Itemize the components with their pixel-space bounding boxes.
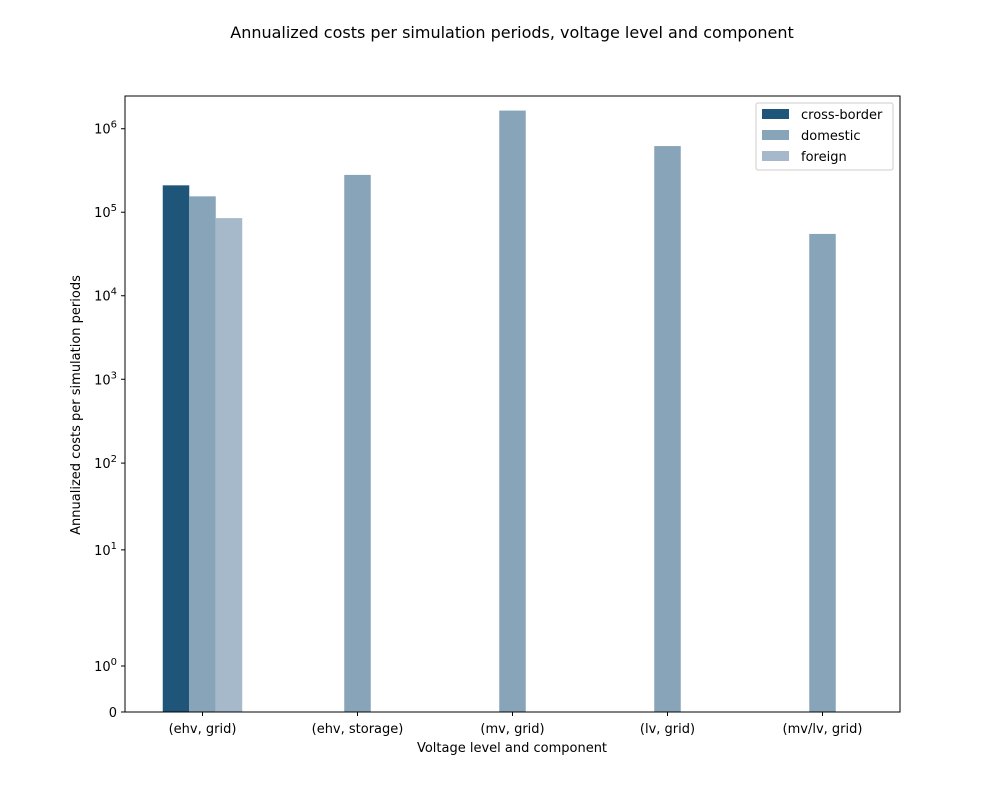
x-axis-label: Voltage level and component	[417, 741, 607, 756]
x-tick-label: (mv/lv, grid)	[783, 722, 863, 737]
y-tick-label: 0	[109, 706, 117, 721]
bar-domestic	[654, 146, 681, 712]
legend-swatch	[762, 130, 789, 140]
legend-frame	[755, 102, 894, 171]
y-tick-label: 105	[94, 203, 117, 221]
y-tick-label: 103	[94, 370, 117, 388]
legend-label: cross-border	[801, 108, 883, 123]
y-axis-label: Annualized costs per simulation periods	[69, 275, 84, 535]
plot-frame	[124, 95, 901, 713]
legend-label: foreign	[801, 150, 847, 165]
bars-group	[162, 110, 836, 713]
x-axis-ticks: (ehv, grid) (ehv, storage) (mv, grid) (lv, …	[169, 712, 863, 737]
legend-swatch	[762, 109, 789, 119]
y-tick-label: 100	[94, 657, 117, 675]
bar-foreign	[215, 218, 243, 712]
y-tick-label: 102	[94, 454, 117, 472]
bar-domestic	[189, 196, 216, 713]
y-tick-label: 104	[94, 287, 117, 305]
bar-domestic	[809, 233, 836, 712]
bar-cross-border	[162, 185, 190, 712]
legend-label: domestic	[801, 129, 861, 144]
x-tick-label: (mv, grid)	[480, 722, 544, 737]
y-tick-label: 106	[94, 120, 117, 138]
x-tick-label: (ehv, storage)	[312, 722, 404, 737]
bar-domestic	[499, 110, 526, 712]
bar-domestic	[344, 174, 371, 712]
legend-swatch	[762, 151, 789, 161]
x-tick-label: (ehv, grid)	[169, 722, 237, 737]
legend: cross-border domestic foreign	[755, 102, 894, 171]
chart-title: Annualized costs per simulation periods,…	[230, 23, 794, 42]
x-tick-label: (lv, grid)	[640, 722, 695, 737]
y-axis-ticks: 0 100 101 102 103 104 105 106	[94, 120, 125, 721]
y-tick-label: 101	[94, 541, 117, 559]
